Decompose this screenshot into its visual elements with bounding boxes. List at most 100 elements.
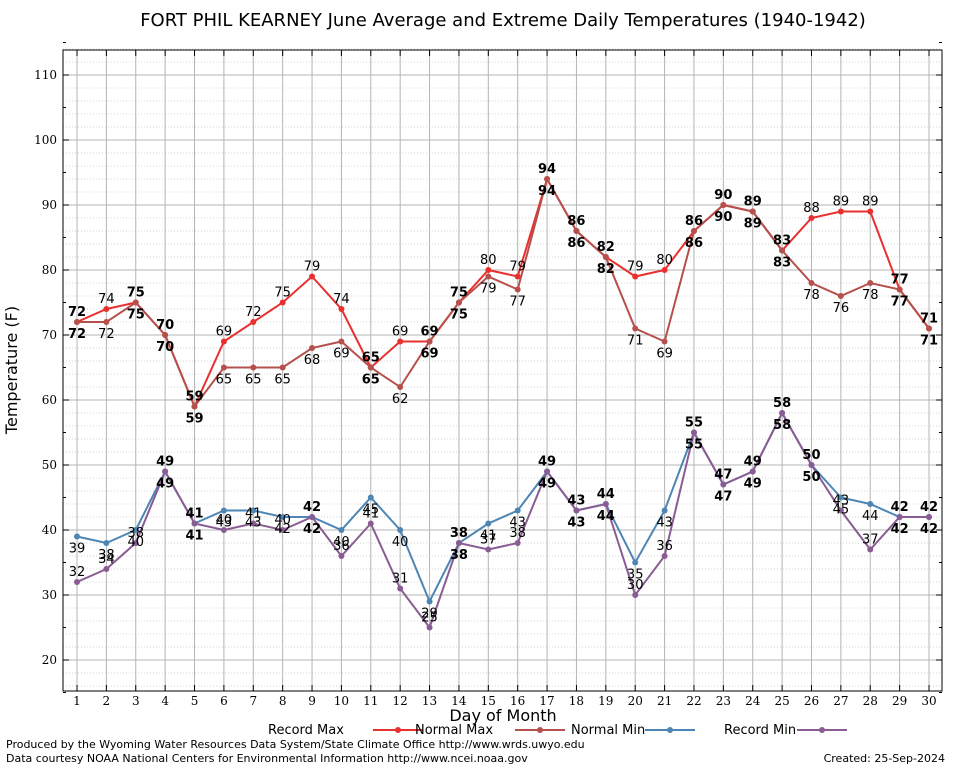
data-point	[103, 306, 110, 312]
data-label: 71	[627, 334, 644, 349]
data-point	[279, 514, 286, 520]
data-label: 37	[862, 533, 879, 548]
x-tick-label: 15	[481, 694, 496, 708]
x-tick-label: 7	[249, 694, 257, 708]
data-label: 75	[127, 286, 145, 301]
data-point	[926, 514, 932, 520]
x-tick-label: 6	[220, 694, 228, 708]
data-point	[103, 319, 110, 325]
data-point	[808, 215, 815, 221]
data-point	[426, 598, 433, 605]
legend-label: Record Max	[268, 723, 344, 738]
data-point	[338, 306, 345, 312]
data-point	[661, 267, 668, 273]
data-label: 69	[656, 347, 673, 362]
data-label: 79	[509, 260, 526, 275]
data-point	[485, 520, 492, 527]
legend: Record Max Normal Max Normal Min Record Min	[268, 723, 847, 738]
data-point	[690, 228, 697, 234]
x-tick-label: 8	[279, 694, 287, 708]
data-point	[661, 338, 668, 345]
data-point	[103, 566, 110, 572]
data-label: 44	[597, 509, 615, 524]
data-label: 42	[303, 522, 321, 537]
data-label: 65	[274, 373, 291, 388]
x-tick-label: 20	[628, 694, 643, 708]
data-label: 83	[773, 256, 791, 271]
data-label: 25	[421, 611, 438, 626]
x-tick-label: 5	[191, 694, 199, 708]
data-label: 62	[392, 392, 409, 407]
data-point	[573, 228, 580, 234]
data-point	[162, 332, 169, 338]
data-label: 74	[333, 292, 350, 307]
data-point	[455, 540, 462, 546]
plot-frame	[62, 49, 943, 692]
data-point	[485, 273, 492, 280]
data-label: 65	[245, 373, 262, 388]
data-label: 78	[803, 288, 820, 303]
data-label: 49	[744, 477, 762, 492]
data-point	[632, 325, 639, 332]
legend-item-normal-max: Normal Max	[415, 723, 565, 738]
data-point	[426, 624, 433, 631]
data-point	[309, 273, 316, 280]
legend-marker	[819, 727, 825, 733]
legend-marker	[667, 727, 673, 733]
data-label: 69	[216, 325, 233, 340]
data-label: 49	[538, 477, 556, 492]
data-point	[661, 507, 668, 514]
data-point	[397, 527, 404, 533]
data-label: 75	[450, 308, 468, 323]
data-point	[837, 507, 844, 514]
data-point	[602, 254, 609, 260]
x-tick-label: 28	[863, 694, 878, 708]
data-label: 94	[538, 162, 556, 177]
data-label: 38	[509, 526, 526, 541]
x-tick-label: 14	[451, 694, 467, 708]
data-label: 80	[480, 253, 497, 268]
y-axis-label: Temperature (F)	[2, 306, 21, 435]
data-point	[309, 514, 316, 520]
footer-data-courtesy: Data courtesy NOAA National Centers for …	[6, 752, 528, 765]
data-point	[779, 410, 786, 416]
series-line	[76, 176, 930, 410]
data-label: 38	[127, 526, 144, 541]
data-label: 40	[216, 513, 233, 528]
data-point	[837, 208, 844, 215]
legend-item-record-max: Record Max	[268, 723, 423, 738]
x-tick-label: 22	[686, 694, 701, 708]
data-point	[808, 462, 815, 468]
data-point	[367, 520, 374, 527]
x-tick-label: 25	[774, 694, 789, 708]
data-label: 41	[363, 507, 380, 522]
data-label: 86	[685, 214, 703, 229]
data-point	[426, 338, 433, 345]
data-label: 49	[744, 455, 762, 470]
data-point	[191, 403, 198, 410]
data-point	[74, 579, 80, 585]
data-label: 41	[185, 507, 203, 522]
data-label: 72	[98, 327, 115, 342]
data-point	[867, 501, 874, 507]
data-point	[632, 592, 639, 598]
data-point	[514, 507, 521, 514]
data-label: 82	[597, 262, 615, 277]
data-label: 90	[714, 210, 732, 225]
data-label: 31	[392, 572, 409, 587]
data-label: 77	[891, 295, 909, 310]
data-label: 44	[862, 509, 879, 524]
data-point	[632, 559, 639, 566]
data-label: 49	[156, 455, 174, 470]
data-point	[926, 325, 932, 332]
data-label: 86	[685, 236, 703, 251]
data-point	[338, 527, 345, 533]
data-label: 75	[450, 286, 468, 301]
data-label: 36	[656, 539, 673, 554]
y-tick-label: 50	[42, 458, 57, 472]
data-point	[250, 364, 257, 371]
x-axis-label: Day of Month	[449, 706, 556, 725]
data-label: 49	[538, 455, 556, 470]
x-tick-label: 29	[892, 694, 907, 708]
